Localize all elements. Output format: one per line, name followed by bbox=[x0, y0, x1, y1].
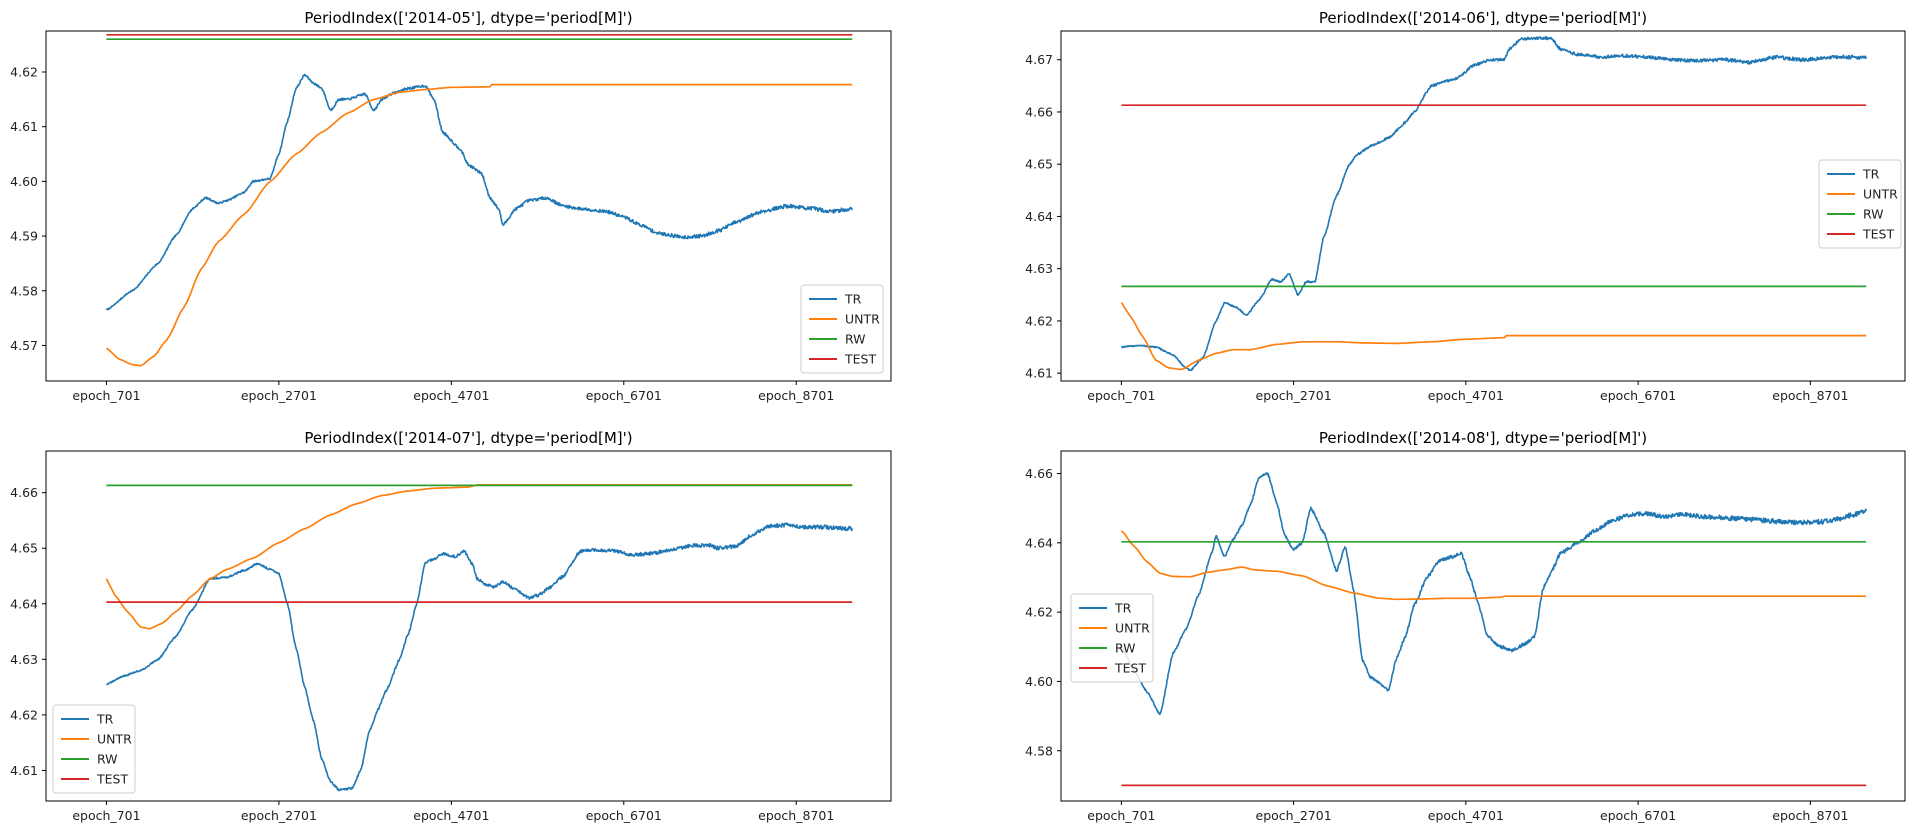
y-tick-label: 4.60 bbox=[10, 174, 38, 189]
x-tick-label: epoch_6701 bbox=[586, 388, 662, 403]
series-group bbox=[1120, 36, 1867, 371]
legend-label-rw: RW bbox=[97, 752, 118, 767]
legend-box bbox=[52, 704, 136, 794]
legend-label-rw: RW bbox=[845, 332, 866, 347]
chart-panel: PeriodIndex(['2014-07'], dtype='period[M… bbox=[10, 429, 892, 823]
plot-frame bbox=[45, 30, 892, 382]
x-tick-label: epoch_6701 bbox=[586, 808, 662, 823]
x-tick-label: epoch_8701 bbox=[758, 808, 834, 823]
x-tick-label: epoch_701 bbox=[72, 808, 140, 823]
x-tick-label: epoch_2701 bbox=[241, 808, 317, 823]
legend-label-test: TEST bbox=[1862, 227, 1894, 242]
y-tick-label: 4.61 bbox=[1025, 366, 1053, 381]
legend-label-tr: TR bbox=[1114, 601, 1132, 616]
legend-box bbox=[1818, 159, 1902, 249]
chart-title: PeriodIndex(['2014-05'], dtype='period[M… bbox=[304, 9, 632, 27]
series-group bbox=[105, 33, 853, 367]
x-tick-label: epoch_4701 bbox=[413, 808, 489, 823]
x-tick-label: epoch_6701 bbox=[1600, 808, 1676, 823]
series-line-tr bbox=[105, 522, 853, 792]
series-line-untr bbox=[105, 484, 853, 630]
legend: TR UNTR RW TEST bbox=[52, 704, 136, 794]
x-tick-label: epoch_4701 bbox=[1428, 808, 1504, 823]
y-tick-label: 4.61 bbox=[10, 119, 38, 134]
y-tick-label: 4.65 bbox=[1025, 157, 1053, 172]
legend-label-untr: UNTR bbox=[845, 312, 880, 327]
legend-label-tr: TR bbox=[1862, 167, 1880, 182]
x-tick-label: epoch_701 bbox=[1087, 388, 1155, 403]
y-tick-label: 4.67 bbox=[1025, 52, 1053, 67]
legend-label-untr: UNTR bbox=[1863, 187, 1898, 202]
plot-frame bbox=[1060, 30, 1906, 382]
y-tick-label: 4.64 bbox=[1025, 535, 1053, 550]
legend-label-rw: RW bbox=[1115, 641, 1136, 656]
series-line-tr bbox=[105, 73, 853, 311]
chart-panel: PeriodIndex(['2014-06'], dtype='period[M… bbox=[1025, 9, 1906, 403]
x-tick-label: epoch_8701 bbox=[1772, 808, 1848, 823]
y-tick-label: 4.66 bbox=[10, 485, 38, 500]
x-tick-label: epoch_4701 bbox=[413, 388, 489, 403]
y-tick-label: 4.59 bbox=[10, 229, 38, 244]
series-line-tr bbox=[1120, 472, 1867, 716]
legend-box bbox=[1070, 593, 1154, 683]
legend-label-test: TEST bbox=[844, 352, 876, 367]
y-tick-label: 4.64 bbox=[10, 596, 38, 611]
y-tick-label: 4.58 bbox=[10, 283, 38, 298]
y-tick-label: 4.62 bbox=[10, 707, 38, 722]
legend: TR UNTR RW TEST bbox=[1070, 593, 1154, 683]
legend-label-untr: UNTR bbox=[97, 732, 132, 747]
y-tick-label: 4.60 bbox=[1025, 674, 1053, 689]
y-tick-label: 4.62 bbox=[1025, 313, 1053, 328]
x-tick-label: epoch_8701 bbox=[758, 388, 834, 403]
series-line-untr bbox=[1120, 530, 1867, 601]
x-tick-label: epoch_2701 bbox=[1256, 808, 1332, 823]
chart-title: PeriodIndex(['2014-07'], dtype='period[M… bbox=[304, 429, 632, 447]
x-tick-label: epoch_701 bbox=[72, 388, 140, 403]
y-tick-label: 4.57 bbox=[10, 338, 38, 353]
x-tick-label: epoch_8701 bbox=[1772, 388, 1848, 403]
chart-panel: PeriodIndex(['2014-08'], dtype='period[M… bbox=[1025, 429, 1906, 823]
x-tick-label: epoch_4701 bbox=[1428, 388, 1504, 403]
y-tick-label: 4.64 bbox=[1025, 209, 1053, 224]
series-line-tr bbox=[1120, 36, 1867, 371]
legend-label-tr: TR bbox=[96, 712, 114, 727]
chart-title: PeriodIndex(['2014-08'], dtype='period[M… bbox=[1319, 429, 1647, 447]
y-tick-label: 4.63 bbox=[1025, 261, 1053, 276]
x-tick-label: epoch_2701 bbox=[241, 388, 317, 403]
x-tick-label: epoch_701 bbox=[1087, 808, 1155, 823]
series-line-untr bbox=[1120, 302, 1867, 371]
series-line-untr bbox=[105, 83, 853, 367]
y-tick-label: 4.66 bbox=[1025, 466, 1053, 481]
series-group bbox=[105, 484, 853, 792]
series-group bbox=[1120, 472, 1867, 787]
chart-panel: PeriodIndex(['2014-05'], dtype='period[M… bbox=[10, 9, 892, 403]
legend: TR UNTR RW TEST bbox=[800, 284, 884, 374]
legend-label-rw: RW bbox=[1863, 207, 1884, 222]
plot-frame bbox=[45, 450, 892, 802]
chart-title: PeriodIndex(['2014-06'], dtype='period[M… bbox=[1319, 9, 1647, 27]
plot-frame bbox=[1060, 450, 1906, 802]
legend-label-test: TEST bbox=[1114, 661, 1146, 676]
x-tick-label: epoch_2701 bbox=[1256, 388, 1332, 403]
legend-label-untr: UNTR bbox=[1115, 621, 1150, 636]
legend-label-test: TEST bbox=[96, 772, 128, 787]
y-tick-label: 4.58 bbox=[1025, 743, 1053, 758]
y-tick-label: 4.63 bbox=[10, 652, 38, 667]
y-tick-label: 4.62 bbox=[10, 65, 38, 80]
legend-box bbox=[800, 284, 884, 374]
y-tick-label: 4.65 bbox=[10, 541, 38, 556]
y-tick-label: 4.62 bbox=[1025, 605, 1053, 620]
y-tick-label: 4.66 bbox=[1025, 104, 1053, 119]
y-tick-label: 4.61 bbox=[10, 763, 38, 778]
legend-label-tr: TR bbox=[844, 292, 862, 307]
x-tick-label: epoch_6701 bbox=[1600, 388, 1676, 403]
legend: TR UNTR RW TEST bbox=[1818, 159, 1902, 249]
